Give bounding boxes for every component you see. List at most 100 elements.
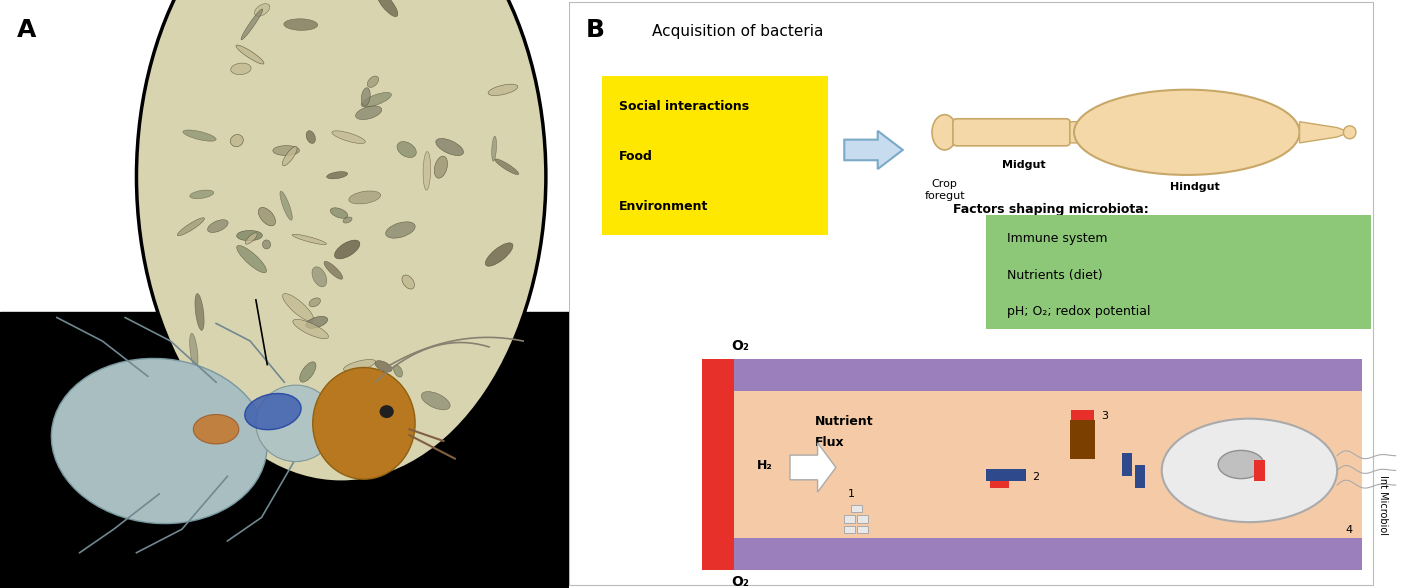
Text: Crop
foregut: Crop foregut bbox=[924, 179, 965, 201]
Ellipse shape bbox=[355, 106, 382, 119]
Ellipse shape bbox=[334, 240, 359, 259]
Ellipse shape bbox=[230, 135, 243, 146]
Bar bbox=[0, 0, 569, 312]
Ellipse shape bbox=[246, 233, 257, 244]
Polygon shape bbox=[844, 131, 903, 169]
Ellipse shape bbox=[361, 88, 371, 106]
Text: pH; O₂; redox potential: pH; O₂; redox potential bbox=[1007, 305, 1151, 318]
Bar bbox=[702, 359, 734, 570]
Ellipse shape bbox=[330, 208, 348, 218]
Ellipse shape bbox=[190, 190, 213, 199]
Ellipse shape bbox=[190, 333, 198, 369]
Ellipse shape bbox=[309, 298, 320, 307]
Ellipse shape bbox=[195, 293, 204, 330]
Ellipse shape bbox=[375, 360, 392, 372]
Ellipse shape bbox=[282, 293, 313, 322]
Ellipse shape bbox=[1344, 126, 1356, 139]
Ellipse shape bbox=[306, 131, 316, 143]
Ellipse shape bbox=[236, 45, 264, 64]
Text: 4: 4 bbox=[1345, 525, 1352, 535]
Text: Environment: Environment bbox=[619, 200, 708, 213]
Bar bbox=[1254, 460, 1265, 481]
Text: B: B bbox=[585, 18, 604, 42]
Text: Int Microbiol: Int Microbiol bbox=[1379, 475, 1389, 535]
Ellipse shape bbox=[362, 372, 375, 403]
Text: O₂: O₂ bbox=[731, 339, 748, 353]
Ellipse shape bbox=[244, 393, 300, 430]
Ellipse shape bbox=[292, 234, 327, 245]
Ellipse shape bbox=[489, 84, 518, 95]
Ellipse shape bbox=[293, 319, 329, 339]
Ellipse shape bbox=[52, 359, 267, 523]
Ellipse shape bbox=[241, 9, 263, 40]
Text: H₂: H₂ bbox=[757, 459, 772, 472]
Polygon shape bbox=[790, 443, 835, 492]
Ellipse shape bbox=[230, 63, 251, 75]
Bar bbox=[702, 538, 1362, 570]
Ellipse shape bbox=[272, 146, 299, 155]
Ellipse shape bbox=[376, 0, 397, 16]
Bar bbox=[1071, 410, 1094, 420]
Ellipse shape bbox=[343, 217, 352, 223]
Text: Acquisition of bacteria: Acquisition of bacteria bbox=[651, 24, 824, 39]
Text: Hindgut: Hindgut bbox=[1171, 182, 1220, 192]
Text: Social interactions: Social interactions bbox=[619, 100, 748, 113]
Ellipse shape bbox=[194, 415, 239, 444]
Bar bbox=[844, 515, 855, 523]
Bar bbox=[851, 505, 862, 512]
Text: Food: Food bbox=[619, 150, 653, 163]
Ellipse shape bbox=[348, 191, 380, 204]
Bar bbox=[0, 312, 569, 588]
Ellipse shape bbox=[486, 243, 512, 266]
Ellipse shape bbox=[344, 359, 376, 372]
Text: O₂: O₂ bbox=[731, 575, 748, 588]
Text: A: A bbox=[17, 18, 37, 42]
Ellipse shape bbox=[402, 275, 414, 289]
Bar bbox=[986, 469, 1026, 481]
Ellipse shape bbox=[183, 130, 216, 141]
Text: Flux: Flux bbox=[816, 436, 845, 449]
Bar bbox=[856, 515, 868, 523]
Ellipse shape bbox=[256, 385, 336, 462]
Bar bbox=[702, 391, 1362, 538]
Bar bbox=[844, 526, 855, 533]
Bar bbox=[702, 359, 1362, 391]
Bar bbox=[602, 76, 827, 235]
Ellipse shape bbox=[368, 76, 379, 88]
Ellipse shape bbox=[312, 267, 327, 287]
Ellipse shape bbox=[136, 0, 546, 482]
Ellipse shape bbox=[282, 146, 298, 166]
Ellipse shape bbox=[284, 19, 317, 31]
Ellipse shape bbox=[386, 222, 416, 238]
Ellipse shape bbox=[1161, 419, 1337, 522]
Text: 1: 1 bbox=[848, 489, 855, 499]
Ellipse shape bbox=[421, 392, 451, 410]
Ellipse shape bbox=[434, 156, 448, 178]
Ellipse shape bbox=[494, 159, 518, 175]
Ellipse shape bbox=[435, 139, 463, 155]
Bar bbox=[1122, 453, 1132, 476]
Ellipse shape bbox=[208, 220, 227, 232]
Ellipse shape bbox=[177, 218, 205, 236]
Ellipse shape bbox=[263, 240, 271, 249]
Ellipse shape bbox=[279, 191, 292, 220]
Ellipse shape bbox=[1219, 450, 1264, 479]
Bar bbox=[986, 215, 1370, 329]
Ellipse shape bbox=[393, 365, 403, 377]
Ellipse shape bbox=[254, 4, 270, 16]
FancyBboxPatch shape bbox=[1063, 122, 1111, 143]
Text: Midgut: Midgut bbox=[1002, 160, 1046, 170]
Ellipse shape bbox=[361, 92, 392, 107]
Bar bbox=[1070, 420, 1095, 459]
Text: 3: 3 bbox=[1102, 411, 1109, 422]
Ellipse shape bbox=[313, 368, 416, 479]
Ellipse shape bbox=[237, 230, 263, 240]
Ellipse shape bbox=[1074, 90, 1300, 175]
Ellipse shape bbox=[299, 362, 316, 382]
Bar bbox=[990, 481, 1009, 488]
Ellipse shape bbox=[331, 131, 365, 143]
Text: 2: 2 bbox=[1032, 472, 1039, 483]
Text: Nutrients (diet): Nutrients (diet) bbox=[1007, 269, 1102, 282]
Ellipse shape bbox=[309, 412, 327, 425]
Text: Immune system: Immune system bbox=[1007, 232, 1108, 245]
